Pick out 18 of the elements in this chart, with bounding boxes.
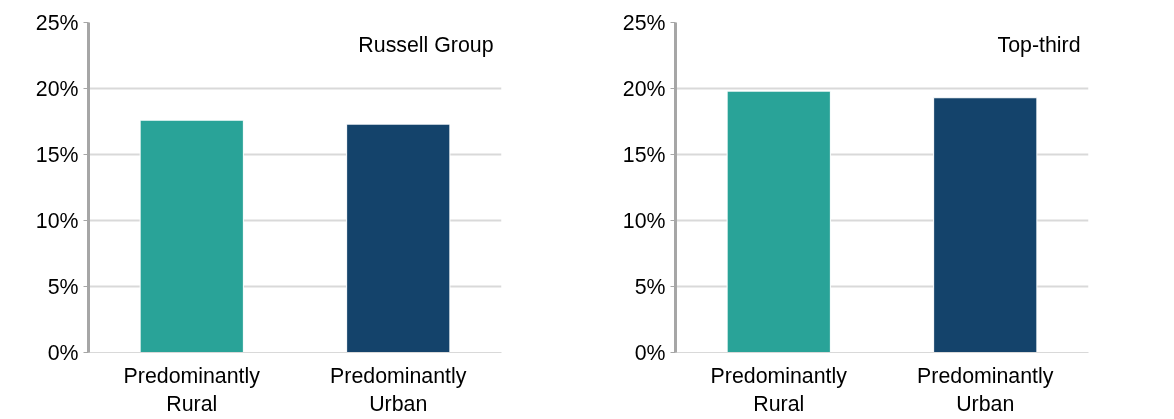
y-tick-label: 25%: [35, 10, 79, 35]
x-tick-label: Predominantly Rural: [123, 363, 261, 417]
y-tick-label: 20%: [35, 76, 79, 101]
y-tick-label: 15%: [35, 142, 79, 167]
y-tick-label: 20%: [622, 76, 666, 101]
x-tick-label: Predominantly Urban: [330, 363, 467, 417]
y-tick-label: 0%: [47, 340, 79, 365]
x-tick-label: Predominantly Rural: [710, 363, 848, 417]
y-tick-label: 0%: [634, 340, 666, 365]
y-tick-label: 5%: [47, 274, 79, 299]
text: Top-third: [997, 32, 1081, 57]
text: Russell Group: [358, 32, 494, 57]
y-tick-label: 10%: [622, 208, 666, 233]
y-tick-label: 10%: [35, 208, 79, 233]
y-tick-label: 25%: [622, 10, 666, 35]
y-tick-label: 5%: [634, 274, 666, 299]
y-tick-label: 15%: [622, 142, 666, 167]
x-tick-label: Predominantly Urban: [917, 363, 1054, 417]
